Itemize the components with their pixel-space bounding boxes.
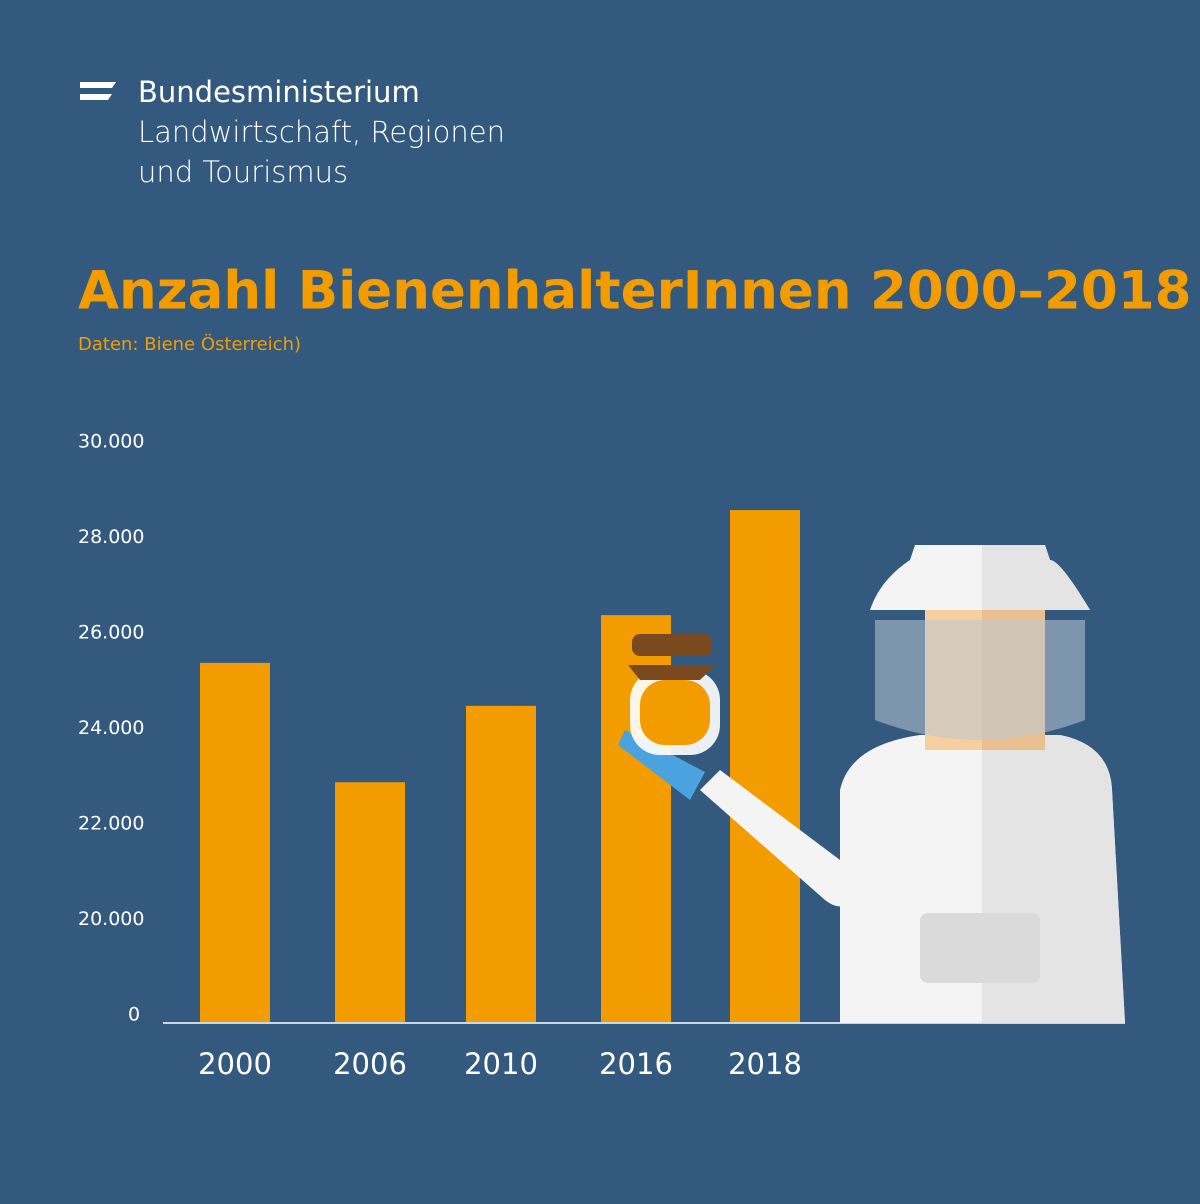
bar	[335, 782, 405, 1022]
y-tick-label: 28.000	[78, 526, 144, 548]
bar	[466, 705, 536, 1022]
y-tick-label: 26.000	[78, 622, 144, 644]
x-tick-label: 2016	[599, 1047, 673, 1081]
x-tick-label: 2018	[728, 1047, 802, 1081]
ministry-name: Landwirtschaft, Regionen	[138, 115, 505, 149]
plot-area: 0 20.000 22.000 24.000 26.000 28.000 30.000 200…	[78, 431, 802, 1082]
bar	[200, 662, 270, 1022]
y-tick-label: 20.000	[78, 908, 144, 930]
beekeeper-illustration	[618, 545, 1125, 1023]
ministry-name: und Tourismus	[138, 155, 348, 189]
bar	[730, 510, 800, 1022]
logo-mark	[80, 82, 116, 100]
y-tick-label: 30.000	[78, 431, 144, 453]
y-tick-label: 0	[128, 1004, 140, 1026]
y-tick-label: 24.000	[78, 717, 144, 739]
chart-subtitle: Daten: Biene Österreich)	[78, 333, 301, 355]
x-tick-label: 2006	[333, 1047, 407, 1081]
y-tick-label: 22.000	[78, 813, 144, 835]
x-tick-label: 2010	[464, 1047, 538, 1081]
chart-title: Anzahl BienenhalterInnen 2000–2018	[78, 261, 1192, 322]
ministry-name: Bundesministerium	[138, 75, 420, 109]
x-tick-label: 2000	[198, 1047, 272, 1081]
